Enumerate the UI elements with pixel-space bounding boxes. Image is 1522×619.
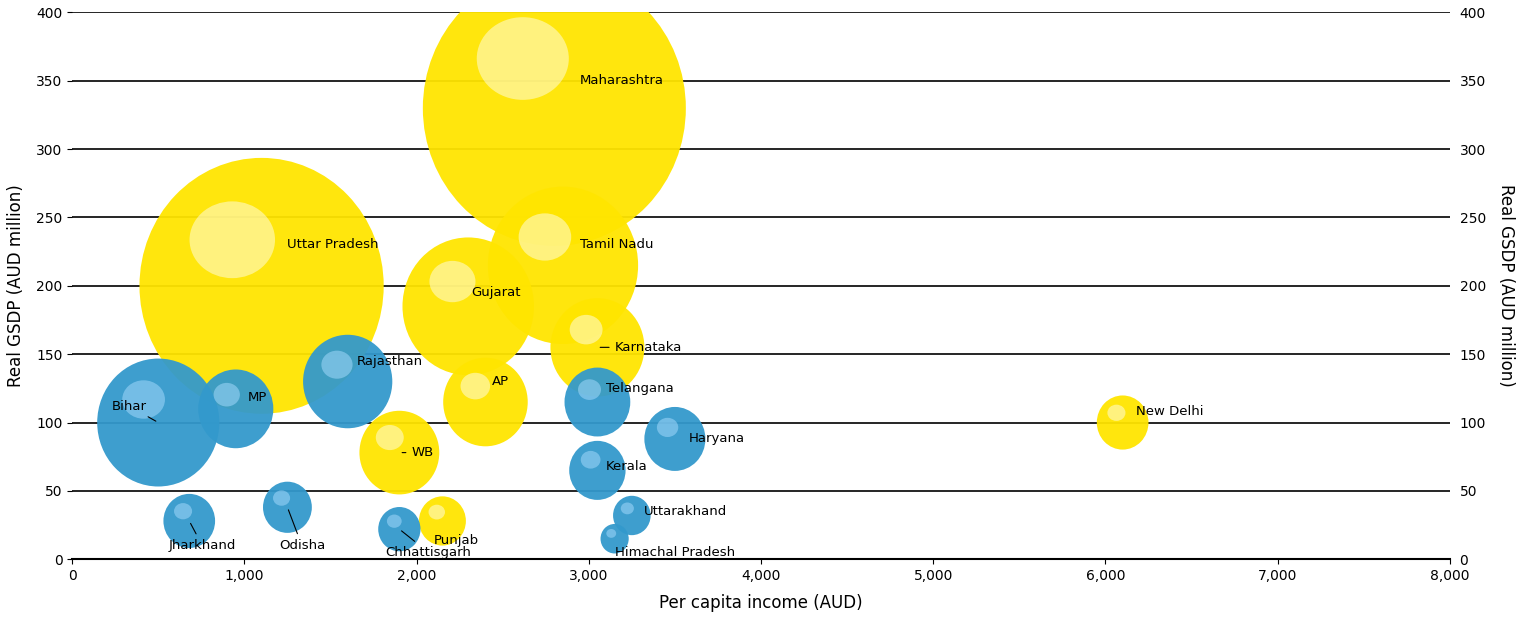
Text: Rajasthan: Rajasthan: [356, 355, 423, 368]
Ellipse shape: [122, 380, 164, 418]
Ellipse shape: [621, 503, 633, 514]
Ellipse shape: [443, 358, 528, 446]
Ellipse shape: [551, 298, 644, 397]
Text: Bihar: Bihar: [111, 400, 155, 421]
Text: Uttar Pradesh: Uttar Pradesh: [288, 238, 379, 251]
Ellipse shape: [429, 504, 444, 519]
Ellipse shape: [581, 451, 601, 469]
Text: Chhattisgarh: Chhattisgarh: [385, 531, 472, 559]
Ellipse shape: [303, 335, 393, 428]
Ellipse shape: [613, 496, 650, 535]
Ellipse shape: [190, 201, 275, 278]
Ellipse shape: [461, 373, 490, 399]
Ellipse shape: [658, 418, 679, 437]
Y-axis label: Real GSDP (AUD million): Real GSDP (AUD million): [1498, 184, 1514, 387]
Text: Jharkhand: Jharkhand: [169, 524, 236, 552]
Ellipse shape: [423, 0, 686, 246]
Ellipse shape: [213, 383, 240, 407]
Ellipse shape: [163, 494, 215, 548]
Ellipse shape: [379, 507, 420, 552]
Ellipse shape: [321, 351, 353, 379]
Ellipse shape: [387, 514, 402, 528]
Ellipse shape: [97, 358, 219, 487]
Text: AP: AP: [492, 375, 510, 388]
Ellipse shape: [569, 315, 603, 344]
Ellipse shape: [601, 524, 629, 553]
Text: WB: WB: [402, 446, 434, 459]
Text: New Delhi: New Delhi: [1137, 405, 1204, 418]
Ellipse shape: [174, 503, 192, 519]
Text: Punjab: Punjab: [434, 534, 479, 547]
Ellipse shape: [429, 261, 475, 302]
Text: Karnataka: Karnataka: [600, 341, 682, 354]
Ellipse shape: [476, 17, 569, 100]
Ellipse shape: [644, 407, 705, 471]
Ellipse shape: [1108, 405, 1125, 421]
Ellipse shape: [359, 411, 440, 495]
Text: Uttarakhand: Uttarakhand: [644, 505, 728, 518]
Ellipse shape: [519, 214, 571, 261]
Ellipse shape: [419, 496, 466, 545]
Ellipse shape: [565, 368, 630, 436]
Ellipse shape: [198, 370, 274, 448]
Ellipse shape: [272, 490, 291, 506]
Text: Gujarat: Gujarat: [472, 286, 521, 299]
Ellipse shape: [402, 238, 534, 375]
Text: Tamil Nadu: Tamil Nadu: [580, 238, 653, 251]
Ellipse shape: [376, 425, 403, 450]
Text: MP: MP: [248, 391, 268, 404]
Y-axis label: Real GSDP (AUD million): Real GSDP (AUD million): [8, 184, 24, 387]
Text: Telangana: Telangana: [606, 382, 674, 395]
Ellipse shape: [140, 158, 384, 413]
Ellipse shape: [1097, 396, 1149, 449]
Text: Himachal Pradesh: Himachal Pradesh: [615, 546, 735, 559]
Ellipse shape: [569, 441, 626, 500]
Text: Kerala: Kerala: [606, 460, 648, 473]
Ellipse shape: [263, 482, 312, 533]
X-axis label: Per capita income (AUD): Per capita income (AUD): [659, 594, 863, 612]
Text: Maharashtra: Maharashtra: [580, 74, 664, 87]
Ellipse shape: [489, 186, 638, 344]
Text: Odisha: Odisha: [279, 510, 326, 552]
Ellipse shape: [578, 379, 601, 400]
Ellipse shape: [606, 529, 616, 538]
Text: Haryana: Haryana: [688, 433, 744, 446]
